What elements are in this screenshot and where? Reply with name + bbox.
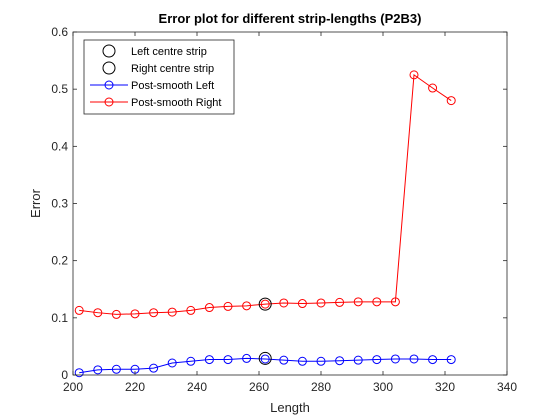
series-layer: [74, 70, 456, 378]
legend-label-1: Right centre strip: [131, 63, 214, 75]
legend-label-2: Post-smooth Left: [131, 80, 214, 92]
series-1-point: [204, 303, 214, 313]
series-0-point: [111, 364, 121, 374]
legend-marker-1: [102, 61, 116, 75]
series-1-point: [186, 305, 196, 315]
y-tick-label: 0: [61, 368, 68, 382]
series-0-point: [428, 355, 438, 365]
series-1-point: [335, 297, 345, 307]
series-0-point: [223, 355, 233, 365]
series-1-point: [167, 307, 177, 317]
legend-label-0: Left centre strip: [131, 46, 207, 58]
series-0-point: [242, 353, 252, 363]
series-0-point: [353, 355, 363, 365]
centre-strip-marker-0: [258, 351, 272, 365]
series-0-point: [260, 354, 270, 364]
legend-marker-0: [102, 44, 116, 58]
x-tick-label: 340: [497, 380, 517, 394]
series-0-point: [279, 355, 289, 365]
series-1-point: [316, 298, 326, 308]
y-tick-label: 0.4: [51, 139, 68, 153]
legend: Left centre strip Right centre strip Post-…: [83, 39, 235, 115]
x-tick-label: 300: [373, 380, 393, 394]
series-0-point: [390, 354, 400, 364]
series-1-point: [149, 308, 159, 318]
series-1-point: [390, 297, 400, 307]
y-tick-label: 0.1: [51, 311, 68, 325]
series-1-point: [372, 297, 382, 307]
legend-label-3: Post-smooth Right: [131, 97, 221, 109]
y-tick-label: 0.2: [51, 254, 68, 268]
y-tick-label: 0.5: [51, 82, 68, 96]
series-1-point: [297, 299, 307, 309]
series-0-point: [186, 356, 196, 366]
series-1-point: [223, 301, 233, 311]
x-tick-label: 320: [435, 380, 455, 394]
series-1-point: [279, 298, 289, 308]
series-0-point: [204, 355, 214, 365]
series-0-point: [335, 356, 345, 366]
series-1-point: [111, 309, 121, 319]
series-0-point: [167, 358, 177, 368]
x-tick-label: 240: [187, 380, 207, 394]
x-tick-label: 260: [249, 380, 269, 394]
series-0-point: [93, 365, 103, 375]
x-tick-label: 200: [63, 380, 83, 394]
series-1-point: [130, 309, 140, 319]
axes-layer: 200 220 240 260 280 300 320 340 0 0.1 0.2 0.3 0.4 0.5…: [51, 25, 517, 394]
series-1-point: [260, 299, 270, 309]
centre-strip-marker-1: [258, 297, 272, 311]
series-1-point: [242, 301, 252, 311]
series-0-point: [297, 356, 307, 366]
series-line-0: [79, 357, 452, 374]
series-0-point: [446, 355, 456, 365]
series-line-1: [79, 73, 452, 315]
series-1-point: [74, 305, 84, 315]
chart-title: Error plot for different strip-lengths (…: [159, 11, 422, 26]
y-tick-label: 0.6: [51, 25, 68, 39]
series-0-point: [409, 354, 419, 364]
series-0-point: [372, 355, 382, 365]
legend-marker-3: [104, 97, 114, 107]
series-1-point: [428, 83, 438, 93]
series-1-point: [446, 96, 456, 106]
legend-marker-2: [104, 80, 114, 90]
series-0-point: [74, 368, 84, 378]
series-0-point: [316, 356, 326, 366]
series-1-point: [353, 297, 363, 307]
series-1-point: [93, 308, 103, 318]
y-tick-label: 0.3: [51, 197, 68, 211]
series-0-point: [149, 363, 159, 373]
y-axis-label: Error: [28, 188, 43, 218]
x-tick-label: 220: [125, 380, 145, 394]
x-tick-label: 280: [311, 380, 331, 394]
series-1-point: [409, 70, 419, 80]
x-axis-label: Length: [270, 400, 310, 415]
